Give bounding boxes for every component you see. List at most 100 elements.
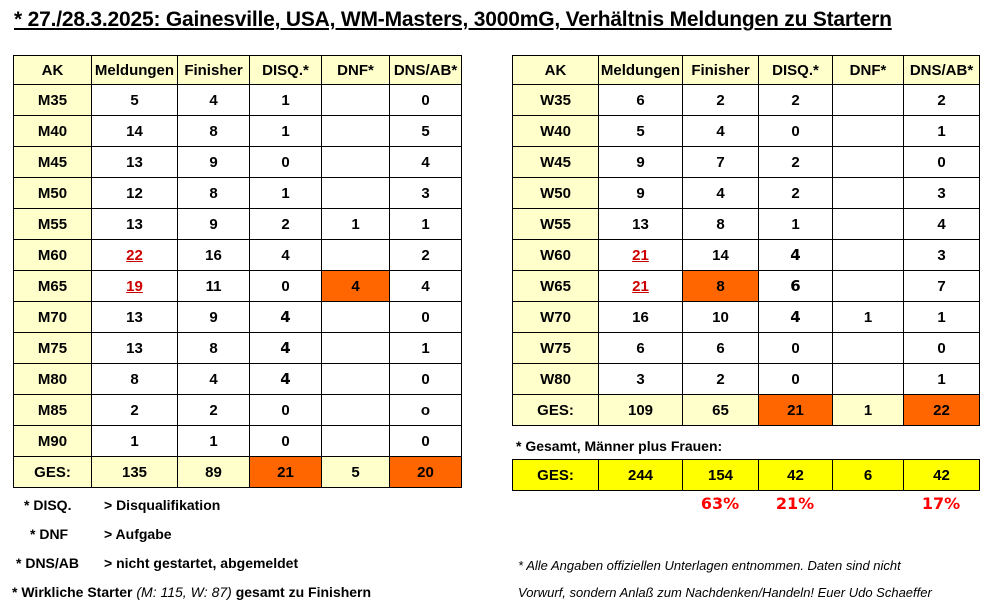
cell-dns: 4 bbox=[903, 208, 980, 240]
total-ak: GES: bbox=[13, 456, 92, 488]
cell-finisher: 14 bbox=[682, 239, 759, 271]
cell-disq: 1 bbox=[249, 177, 322, 209]
legend-dns: * DNS/AB > nicht gestartet, abgemeldet bbox=[16, 555, 298, 571]
cell-dns: 2 bbox=[903, 84, 980, 116]
footnote-line-1: * Alle Angaben offiziellen Unterlagen en… bbox=[518, 558, 901, 573]
cell-disq: 2 bbox=[249, 208, 322, 240]
gesamt-meldungen: 244 bbox=[598, 459, 683, 491]
cell-dnf: 1 bbox=[321, 208, 390, 240]
legend-disq: * DISQ. > Disqualifikation bbox=[24, 497, 220, 513]
cell-dns: o bbox=[389, 394, 462, 426]
gesamt-dns: 42 bbox=[903, 459, 980, 491]
cell-finisher: 11 bbox=[177, 270, 250, 302]
cell-dnf bbox=[321, 84, 390, 116]
cell-finisher: 9 bbox=[177, 208, 250, 240]
cell-disq: 0 bbox=[758, 332, 833, 364]
cell-finisher: 4 bbox=[682, 115, 759, 147]
cell-dnf bbox=[832, 84, 904, 116]
gesamt-ak: GES: bbox=[512, 459, 599, 491]
cell-disq: 2 bbox=[758, 177, 833, 209]
cell-dnf bbox=[832, 115, 904, 147]
cell-dns: 3 bbox=[389, 177, 462, 209]
cell-dns: 7 bbox=[903, 270, 980, 302]
cell-meldungen: 13 bbox=[91, 301, 178, 333]
women-table: AK Meldungen Finisher DISQ.* DNF* DNS/AB… bbox=[512, 55, 980, 426]
women-header-row: AK Meldungen Finisher DISQ.* DNF* DNS/AB… bbox=[512, 55, 980, 85]
cell-meldungen: 14 bbox=[91, 115, 178, 147]
cell-dns: 3 bbox=[903, 177, 980, 209]
cell-dns: 1 bbox=[389, 332, 462, 364]
cell-dnf bbox=[321, 301, 390, 333]
total-meldungen: 135 bbox=[91, 456, 178, 488]
table-row: W75 6 6 0 0 bbox=[512, 332, 980, 364]
cell-ak: W65 bbox=[512, 270, 599, 302]
legend-dnf: * DNF > Aufgabe bbox=[30, 526, 172, 542]
cell-disq: 0 bbox=[249, 146, 322, 178]
table-row: M65 19 11 0 4 4 bbox=[13, 270, 462, 302]
header-dns: DNS/AB* bbox=[903, 55, 980, 85]
cell-meldungen: 5 bbox=[598, 115, 683, 147]
cell-finisher: 6 bbox=[682, 332, 759, 364]
cell-disq: 1 bbox=[249, 84, 322, 116]
gesamt-label: * Gesamt, Männer plus Frauen: bbox=[516, 438, 723, 454]
cell-finisher: 16 bbox=[177, 239, 250, 271]
table-row: M55 13 9 2 1 1 bbox=[13, 208, 462, 240]
cell-dnf bbox=[321, 239, 390, 271]
cell-meldungen: 9 bbox=[598, 146, 683, 178]
men-table: AK Meldungen Finisher DISQ.* DNF* DNS/AB… bbox=[13, 55, 462, 488]
percent-dns: 17% bbox=[921, 494, 961, 513]
percent-finisher: 63% bbox=[700, 494, 740, 513]
starters-detail: (M: 115, W: 87) bbox=[136, 584, 232, 600]
cell-dnf bbox=[321, 332, 390, 364]
header-ak: AK bbox=[512, 55, 599, 85]
cell-dns: 4 bbox=[389, 146, 462, 178]
total-meldungen: 109 bbox=[598, 394, 683, 426]
legend-text: > nicht gestartet, abgemeldet bbox=[104, 555, 299, 571]
cell-ak: W60 bbox=[512, 239, 599, 271]
legend-key: * DISQ. bbox=[24, 497, 72, 513]
cell-dns: 0 bbox=[389, 84, 462, 116]
table-row: M35 5 4 1 0 bbox=[13, 84, 462, 116]
cell-dns: 0 bbox=[389, 363, 462, 395]
cell-finisher: 9 bbox=[177, 301, 250, 333]
cell-dnf bbox=[321, 146, 390, 178]
cell-ak: M60 bbox=[13, 239, 92, 271]
cell-disq: 6 bbox=[758, 270, 833, 302]
header-finisher: Finisher bbox=[177, 55, 250, 85]
cell-disq: 0 bbox=[758, 363, 833, 395]
header-disq: DISQ.* bbox=[758, 55, 833, 85]
cell-dns: 2 bbox=[389, 239, 462, 271]
cell-dnf bbox=[321, 425, 390, 457]
legend-text: > Aufgabe bbox=[104, 526, 172, 542]
cell-ak: M80 bbox=[13, 363, 92, 395]
cell-disq: 4 bbox=[758, 301, 833, 333]
cell-ak: M45 bbox=[13, 146, 92, 178]
starters-note: * Wirkliche Starter (M: 115, W: 87) gesa… bbox=[12, 584, 371, 600]
cell-finisher: 8 bbox=[177, 332, 250, 364]
legend-text: > Disqualifikation bbox=[104, 497, 221, 513]
cell-dnf bbox=[832, 177, 904, 209]
cell-disq: 0 bbox=[249, 425, 322, 457]
cell-disq: 4 bbox=[249, 332, 322, 364]
header-dnf: DNF* bbox=[832, 55, 904, 85]
cell-dnf bbox=[832, 239, 904, 271]
total-dnf: 5 bbox=[321, 456, 390, 488]
cell-meldungen: 13 bbox=[91, 332, 178, 364]
cell-ak: W55 bbox=[512, 208, 599, 240]
cell-dnf bbox=[832, 146, 904, 178]
table-row: W65 21 8 6 7 bbox=[512, 270, 980, 302]
cell-meldungen: 5 bbox=[91, 84, 178, 116]
cell-finisher: 8 bbox=[177, 177, 250, 209]
header-meldungen: Meldungen bbox=[598, 55, 683, 85]
cell-ak: M55 bbox=[13, 208, 92, 240]
cell-dnf: 1 bbox=[832, 301, 904, 333]
cell-finisher: 1 bbox=[177, 425, 250, 457]
total-dns: 20 bbox=[389, 456, 462, 488]
cell-ak: M85 bbox=[13, 394, 92, 426]
header-disq: DISQ.* bbox=[249, 55, 322, 85]
cell-finisher: 2 bbox=[682, 84, 759, 116]
cell-meldungen: 1 bbox=[91, 425, 178, 457]
table-row: W55 13 8 1 4 bbox=[512, 208, 980, 240]
total-ak: GES: bbox=[512, 394, 599, 426]
cell-meldungen: 6 bbox=[598, 332, 683, 364]
